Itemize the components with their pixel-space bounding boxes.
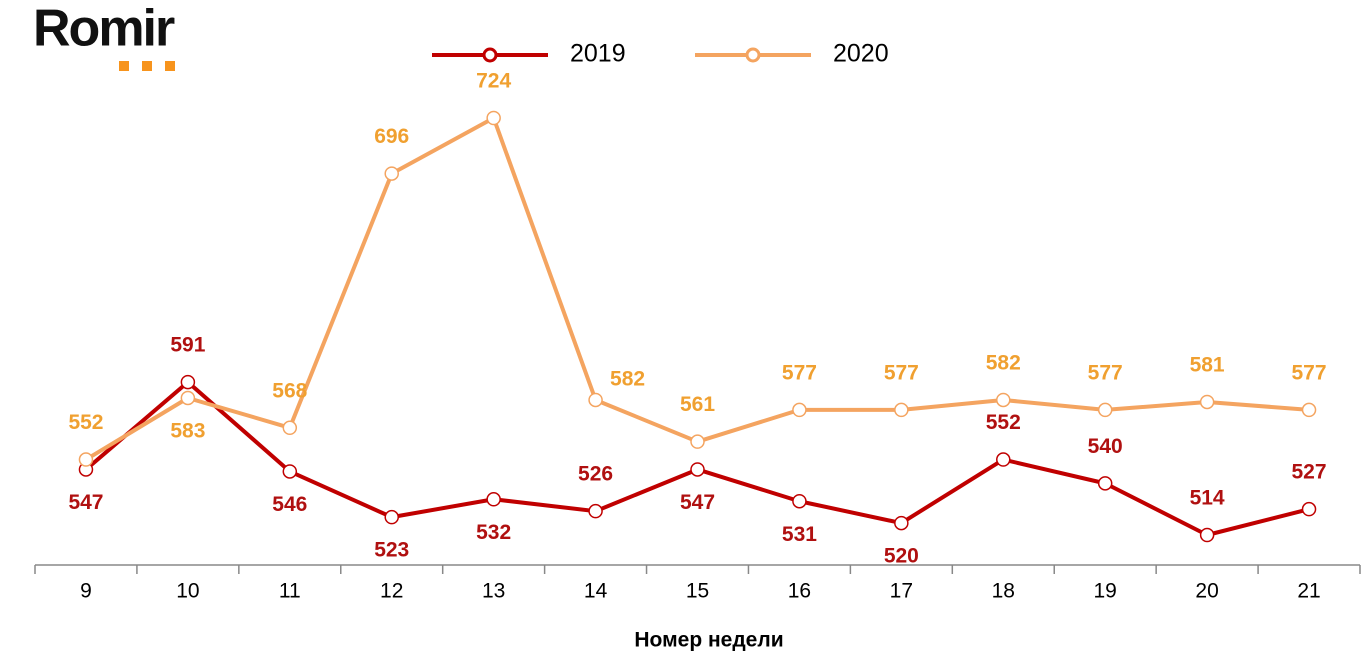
data-label: 547 [680,491,715,514]
data-label: 696 [374,125,409,148]
data-label: 523 [374,539,409,562]
legend-marker [745,47,761,63]
data-point [78,452,94,467]
data-point [384,509,399,525]
x-tick-label: 17 [890,580,913,603]
x-tick-label: 13 [482,580,505,603]
data-label: 514 [1190,487,1225,510]
data-label: 577 [782,361,817,384]
data-label: 526 [578,463,613,486]
data-label: 591 [170,334,205,357]
x-tick-label: 14 [584,580,608,603]
x-tick-label: 19 [1094,580,1117,603]
data-label: 577 [1292,361,1327,384]
data-point [1097,476,1113,491]
x-tick-label: 21 [1297,580,1320,603]
x-tick-label: 12 [380,580,403,603]
data-point [1301,501,1317,517]
data-point [894,515,909,531]
legend-marker [482,47,498,63]
legend-label: 2020 [833,40,889,68]
data-point [282,464,298,479]
data-label: 724 [476,70,511,93]
legend-label: 2019 [570,40,626,68]
data-label: 547 [68,491,103,514]
data-point [690,462,705,477]
data-point [588,503,603,519]
data-point [1097,402,1113,418]
data-label: 552 [986,411,1021,434]
x-tick-label: 15 [686,580,709,603]
data-point [282,420,298,436]
data-point [996,392,1011,408]
data-label: 577 [884,361,919,384]
x-tick-label: 9 [80,580,92,603]
data-label: 582 [986,352,1021,375]
data-point [690,434,705,449]
data-point [180,390,196,406]
data-point [792,493,807,509]
data-point [792,402,807,418]
data-label: 552 [68,411,103,434]
data-point [996,452,1011,467]
x-tick-label: 11 [279,580,301,603]
data-label: 583 [170,420,205,443]
data-label: 540 [1088,435,1123,458]
data-label: 577 [1088,361,1123,384]
data-point [1199,394,1215,410]
x-tick-label: 16 [788,580,811,603]
data-point [384,166,399,181]
data-point [894,402,909,418]
data-point [486,110,501,126]
data-point [486,492,501,507]
data-label: 582 [610,368,645,391]
data-label: 568 [272,379,307,402]
data-label: 532 [476,521,511,544]
data-label: 546 [272,493,307,516]
data-label: 527 [1292,461,1327,484]
x-tick-label: 20 [1195,580,1218,603]
data-label: 581 [1190,354,1225,377]
data-label: 531 [782,523,817,546]
logo: Romir [33,0,175,58]
x-tick-label: 18 [992,580,1015,603]
x-axis-title: Номер недели [634,629,783,652]
data-label: 520 [884,545,919,568]
data-label: 561 [680,393,715,416]
x-tick-label: 10 [176,580,199,603]
data-point [180,374,196,390]
data-point [1199,527,1215,543]
data-point [588,392,603,408]
logo-dots [119,61,175,71]
data-point [1301,402,1317,418]
